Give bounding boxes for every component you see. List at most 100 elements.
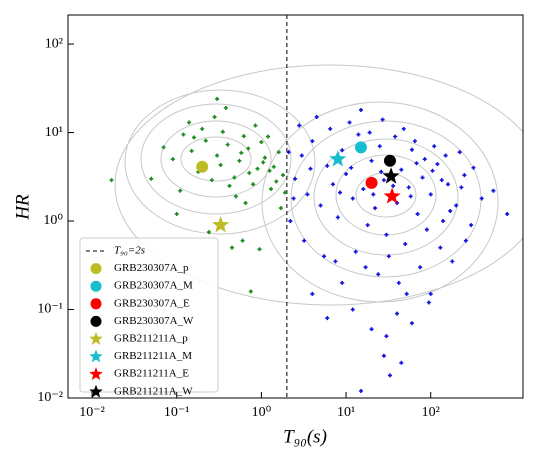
point bbox=[459, 185, 464, 190]
point bbox=[381, 353, 386, 358]
point bbox=[200, 126, 205, 131]
point bbox=[358, 388, 363, 393]
legend-label: T₉₀=2s bbox=[114, 245, 145, 257]
point bbox=[399, 360, 404, 365]
point bbox=[367, 130, 372, 135]
legend-marker bbox=[90, 263, 102, 275]
x-tick-label: 10⁻² bbox=[79, 405, 105, 420]
point bbox=[297, 123, 302, 128]
point bbox=[350, 307, 355, 312]
legend-label: GRB211211A_W bbox=[114, 385, 193, 397]
point bbox=[424, 227, 429, 232]
point bbox=[373, 206, 378, 211]
point bbox=[403, 242, 408, 247]
point bbox=[356, 132, 361, 137]
point bbox=[310, 139, 315, 144]
legend-label: GRB230307A_p bbox=[114, 262, 189, 274]
point bbox=[230, 245, 235, 250]
point bbox=[435, 162, 440, 167]
y-tick-label: 10⁻¹ bbox=[37, 302, 63, 317]
point bbox=[325, 316, 330, 321]
point bbox=[448, 208, 453, 213]
point bbox=[318, 203, 323, 208]
point bbox=[363, 265, 368, 270]
legend-label: GRB230307A_M bbox=[114, 280, 193, 292]
point bbox=[109, 178, 114, 183]
point bbox=[232, 175, 237, 180]
point bbox=[491, 188, 496, 193]
point bbox=[361, 187, 366, 192]
point bbox=[308, 166, 313, 171]
point bbox=[358, 107, 363, 112]
point bbox=[432, 144, 437, 149]
point bbox=[376, 272, 381, 277]
point bbox=[328, 126, 333, 131]
point bbox=[505, 212, 510, 217]
point bbox=[335, 215, 340, 220]
point bbox=[274, 179, 279, 184]
point bbox=[414, 161, 419, 166]
point bbox=[340, 280, 345, 285]
point bbox=[196, 160, 209, 173]
point bbox=[441, 219, 446, 224]
point bbox=[246, 146, 251, 151]
point bbox=[174, 212, 179, 217]
legend-marker bbox=[90, 315, 102, 327]
point bbox=[395, 311, 400, 316]
point bbox=[380, 117, 385, 122]
point bbox=[391, 183, 396, 188]
point bbox=[220, 129, 225, 134]
point bbox=[276, 150, 281, 155]
point bbox=[418, 265, 423, 270]
point bbox=[344, 172, 349, 176]
point bbox=[262, 155, 267, 160]
point bbox=[354, 141, 367, 154]
point bbox=[280, 173, 285, 178]
point bbox=[215, 96, 220, 101]
point bbox=[369, 327, 374, 332]
point bbox=[240, 238, 245, 243]
point bbox=[382, 167, 400, 184]
point bbox=[241, 134, 246, 139]
plot-frame bbox=[67, 14, 524, 399]
point bbox=[314, 114, 319, 119]
point bbox=[439, 178, 444, 183]
point bbox=[191, 135, 196, 140]
point bbox=[187, 120, 192, 125]
point bbox=[223, 105, 228, 110]
point bbox=[233, 194, 238, 199]
legend-marker bbox=[90, 298, 102, 310]
point bbox=[293, 176, 298, 181]
point bbox=[396, 280, 401, 285]
point bbox=[369, 158, 374, 163]
point bbox=[259, 140, 264, 145]
point bbox=[237, 158, 242, 163]
point bbox=[286, 150, 291, 155]
point bbox=[462, 173, 467, 178]
point bbox=[149, 176, 154, 181]
point bbox=[450, 259, 455, 264]
point bbox=[243, 200, 248, 205]
y-tick-label: 10² bbox=[45, 36, 63, 51]
point bbox=[454, 203, 459, 208]
legend-marker bbox=[89, 367, 103, 380]
point bbox=[426, 300, 431, 305]
point bbox=[469, 223, 474, 228]
point bbox=[340, 148, 345, 153]
x-tick-label: 10¹ bbox=[337, 405, 355, 420]
point bbox=[299, 153, 304, 158]
point bbox=[255, 166, 260, 171]
legend-label: GRB211211A_E bbox=[114, 368, 189, 380]
point bbox=[393, 134, 398, 139]
point bbox=[209, 178, 214, 183]
point bbox=[269, 187, 274, 192]
point bbox=[253, 123, 258, 128]
point bbox=[386, 254, 391, 259]
legend-label: GRB211211A_p bbox=[114, 333, 188, 345]
point bbox=[225, 142, 230, 147]
legend-marker bbox=[89, 384, 103, 398]
point bbox=[457, 150, 462, 155]
y-tick-label: 10⁰ bbox=[43, 213, 63, 228]
legend-marker bbox=[89, 349, 103, 363]
point bbox=[377, 144, 382, 149]
